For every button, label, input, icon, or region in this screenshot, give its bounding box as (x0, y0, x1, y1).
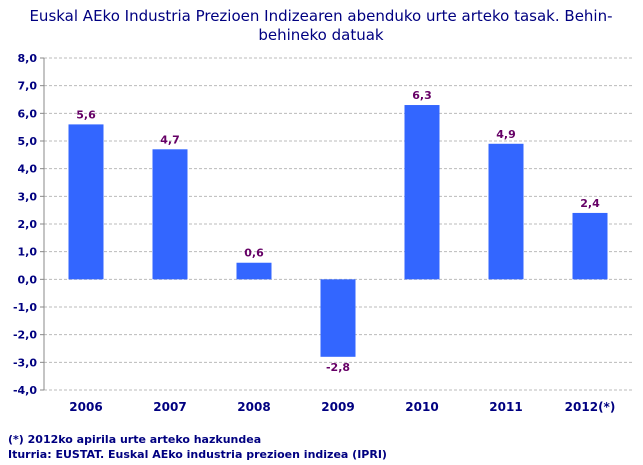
y-tick-label: -3,0 (13, 356, 37, 369)
y-tick-label: 6,0 (18, 107, 38, 120)
bar-2009 (320, 279, 356, 357)
x-tick-label: 2012(*) (565, 400, 616, 414)
bar-2012(*) (572, 212, 608, 280)
x-tick-label: 2011 (489, 400, 522, 414)
y-tick-label: 7,0 (18, 80, 38, 93)
footnote: (*) 2012ko apirila urte arteko hazkundea (8, 433, 261, 446)
chart-title-line-1: Euskal AEko Industria Prezioen Indizeare… (29, 7, 612, 25)
chart-title-line-2: behineko datuak (258, 26, 384, 44)
data-label: 6,3 (412, 89, 432, 102)
x-tick-label: 2009 (321, 400, 354, 414)
y-tick-label: -4,0 (13, 384, 37, 397)
y-tick-label: 4,0 (18, 163, 38, 176)
bar-2006 (68, 124, 104, 280)
bar-2010 (404, 105, 440, 280)
data-label: 5,6 (76, 108, 96, 121)
y-tick-label: 3,0 (18, 190, 38, 203)
bar-2011 (488, 143, 524, 280)
x-tick-label: 2010 (405, 400, 438, 414)
y-tick-label: 1,0 (18, 246, 38, 259)
source-note: Iturria: EUSTAT. Euskal AEko industria p… (8, 448, 387, 461)
x-tick-label: 2007 (153, 400, 186, 414)
y-tick-label: -1,0 (13, 301, 37, 314)
y-tick-label: 0,0 (18, 273, 38, 286)
y-tick-label: -2,0 (13, 329, 37, 342)
data-label: 2,4 (580, 197, 600, 210)
y-tick-label: 8,0 (18, 52, 38, 65)
data-label: 0,6 (244, 247, 264, 260)
data-label: 4,9 (496, 128, 516, 141)
bar-2008 (236, 262, 272, 280)
y-tick-label: 2,0 (18, 218, 38, 231)
y-tick-label: 5,0 (18, 135, 38, 148)
data-label: -2,8 (326, 361, 350, 374)
x-tick-label: 2006 (69, 400, 102, 414)
bar-2007 (152, 149, 188, 280)
data-label: 4,7 (160, 133, 180, 146)
x-tick-label: 2008 (237, 400, 270, 414)
